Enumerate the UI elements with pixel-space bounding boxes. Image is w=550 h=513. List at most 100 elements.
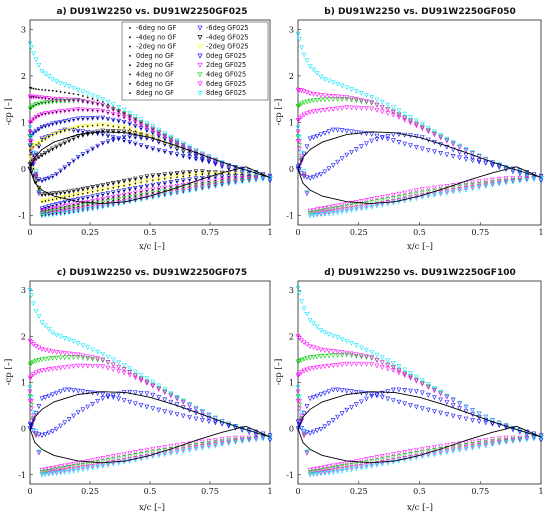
data-point xyxy=(105,360,111,365)
data-point xyxy=(206,154,212,159)
data-point xyxy=(54,109,59,115)
legend-marker xyxy=(129,45,131,48)
data-point xyxy=(364,355,369,360)
data-point xyxy=(444,393,450,399)
data-point xyxy=(144,191,150,197)
data-point xyxy=(174,446,180,451)
data-point xyxy=(314,346,320,352)
data-point xyxy=(295,129,301,135)
data-point xyxy=(80,353,86,359)
data-point xyxy=(100,392,106,397)
data-point xyxy=(80,460,86,465)
data-point xyxy=(133,131,138,137)
y-tick-label: 3 xyxy=(21,286,26,295)
data-point xyxy=(414,121,419,127)
data-point xyxy=(226,181,232,187)
data-point xyxy=(510,439,516,444)
data-point xyxy=(43,208,48,213)
data-point xyxy=(213,175,218,180)
data-point xyxy=(444,144,450,150)
data-point xyxy=(374,196,380,201)
data-point xyxy=(168,451,174,457)
data-point xyxy=(503,425,509,431)
data-point xyxy=(75,124,81,130)
data-point xyxy=(426,382,431,387)
data-point xyxy=(85,345,91,351)
data-point xyxy=(27,384,33,390)
data-point xyxy=(517,178,523,184)
data-point xyxy=(50,468,55,473)
data-point xyxy=(503,437,509,443)
data-point xyxy=(80,200,86,206)
data-point xyxy=(47,89,50,92)
data-point xyxy=(46,471,52,477)
data-point xyxy=(335,469,340,475)
data-point xyxy=(297,163,302,169)
data-point xyxy=(39,211,45,216)
data-point xyxy=(110,367,116,373)
data-point xyxy=(110,106,116,112)
data-point xyxy=(359,91,364,96)
series-8deg-GF025 xyxy=(27,41,273,219)
data-point xyxy=(39,95,45,101)
data-point xyxy=(463,416,469,422)
data-point xyxy=(408,143,413,149)
data-point xyxy=(414,377,419,383)
y-tick-label: 2 xyxy=(21,332,26,341)
data-point xyxy=(174,450,180,456)
data-point xyxy=(200,151,205,156)
x-tick-label: 0.75 xyxy=(201,487,219,496)
data-point xyxy=(193,176,199,182)
data-point xyxy=(330,363,336,369)
data-point xyxy=(301,356,307,362)
data-point xyxy=(54,366,59,371)
data-point xyxy=(226,440,232,445)
data-point xyxy=(483,420,489,426)
data-point xyxy=(127,127,133,132)
data-point xyxy=(144,376,150,381)
data-point xyxy=(168,175,174,181)
data-point xyxy=(318,392,324,398)
data-point xyxy=(318,209,324,214)
data-point xyxy=(318,172,324,177)
data-point xyxy=(85,116,91,121)
x-tick-label: 0 xyxy=(27,228,32,237)
data-point xyxy=(304,312,310,317)
data-point xyxy=(90,458,95,463)
data-point xyxy=(374,393,380,399)
data-point xyxy=(168,180,174,185)
data-point xyxy=(432,386,437,391)
data-point xyxy=(267,433,273,439)
data-point xyxy=(517,437,523,442)
data-point xyxy=(396,191,402,197)
data-point xyxy=(330,94,336,99)
data-point xyxy=(110,357,116,363)
data-point xyxy=(349,87,354,92)
data-point xyxy=(66,417,72,422)
data-point xyxy=(200,418,205,423)
data-point xyxy=(127,140,133,145)
data-point xyxy=(307,208,313,214)
data-point xyxy=(253,172,259,177)
data-point xyxy=(127,195,133,200)
data-point xyxy=(510,179,516,185)
data-point xyxy=(168,171,174,177)
data-point xyxy=(385,456,391,462)
data-point xyxy=(85,207,91,213)
data-point xyxy=(402,367,408,373)
data-point xyxy=(390,138,396,144)
data-point xyxy=(359,345,364,351)
data-point xyxy=(297,135,302,140)
data-point xyxy=(299,45,304,51)
data-point xyxy=(75,197,81,202)
data-point xyxy=(344,152,350,158)
data-point xyxy=(390,455,396,461)
data-point xyxy=(133,390,138,396)
data-point xyxy=(463,147,469,152)
data-point xyxy=(517,169,523,175)
data-point xyxy=(31,116,36,122)
data-point xyxy=(538,433,544,439)
data-point xyxy=(344,105,350,111)
data-point xyxy=(33,169,39,175)
data-point xyxy=(470,180,475,186)
